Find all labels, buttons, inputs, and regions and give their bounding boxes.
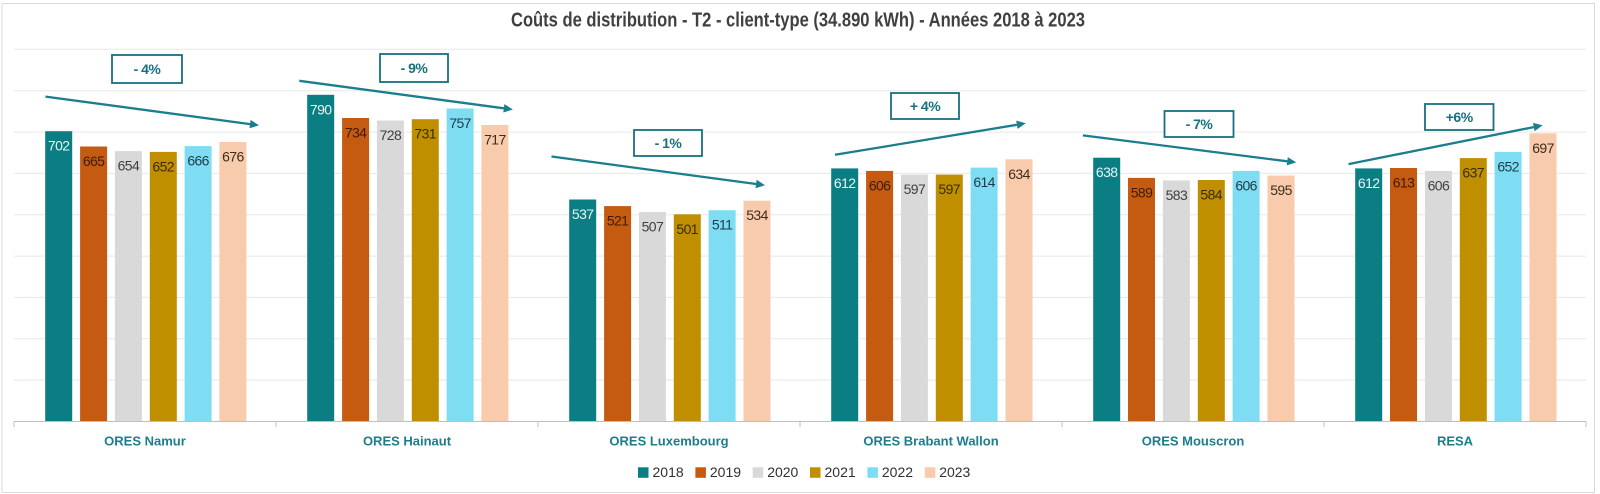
svg-text:654: 654	[118, 158, 140, 174]
svg-text:511: 511	[712, 217, 733, 233]
svg-text:637: 637	[1462, 165, 1484, 181]
svg-text:Coûts de distribution - T2 - c: Coûts de distribution - T2 - client-type…	[511, 9, 1085, 32]
svg-text:2019: 2019	[710, 464, 741, 480]
svg-text:RESA: RESA	[1437, 434, 1474, 449]
svg-text:606: 606	[869, 177, 891, 193]
svg-text:2023: 2023	[939, 464, 970, 480]
svg-text:606: 606	[1235, 177, 1257, 193]
svg-text:2022: 2022	[882, 464, 913, 480]
svg-text:612: 612	[834, 175, 856, 191]
svg-text:ORES Namur: ORES Namur	[104, 434, 186, 449]
svg-text:ORES Brabant Wallon: ORES Brabant Wallon	[863, 434, 998, 449]
svg-text:- 9%: - 9%	[401, 60, 429, 76]
svg-text:717: 717	[484, 132, 506, 148]
svg-text:638: 638	[1096, 164, 1118, 180]
svg-text:634: 634	[1008, 166, 1030, 182]
svg-text:612: 612	[1358, 175, 1380, 191]
svg-text:ORES Mouscron: ORES Mouscron	[1142, 434, 1245, 449]
svg-text:2020: 2020	[767, 464, 798, 480]
svg-text:665: 665	[83, 153, 105, 169]
svg-text:676: 676	[222, 149, 244, 165]
svg-text:614: 614	[973, 174, 995, 190]
svg-text:613: 613	[1393, 175, 1415, 191]
svg-text:606: 606	[1428, 177, 1450, 193]
svg-text:652: 652	[152, 158, 174, 174]
svg-text:731: 731	[414, 126, 436, 142]
svg-text:652: 652	[1497, 158, 1519, 174]
svg-text:537: 537	[572, 206, 594, 222]
svg-text:2021: 2021	[825, 464, 856, 480]
svg-text:697: 697	[1532, 140, 1554, 156]
svg-text:702: 702	[48, 138, 70, 154]
svg-text:+6%: +6%	[1446, 109, 1474, 125]
svg-text:728: 728	[380, 127, 402, 143]
svg-text:589: 589	[1131, 184, 1153, 200]
svg-text:790: 790	[310, 101, 332, 117]
svg-text:597: 597	[904, 181, 926, 197]
svg-text:595: 595	[1270, 182, 1292, 198]
svg-text:501: 501	[676, 221, 698, 237]
svg-text:584: 584	[1200, 187, 1222, 203]
svg-text:597: 597	[938, 181, 960, 197]
svg-text:+ 4%: + 4%	[910, 98, 941, 114]
svg-text:507: 507	[642, 218, 664, 234]
svg-text:- 1%: - 1%	[655, 135, 683, 151]
svg-text:734: 734	[345, 125, 367, 141]
svg-text:583: 583	[1166, 187, 1188, 203]
svg-text:ORES Hainaut: ORES Hainaut	[363, 434, 452, 449]
svg-text:666: 666	[187, 153, 209, 169]
svg-text:757: 757	[449, 115, 471, 131]
svg-text:521: 521	[607, 213, 629, 229]
svg-text:- 7%: - 7%	[1186, 116, 1214, 132]
svg-text:534: 534	[746, 207, 768, 223]
svg-text:- 4%: - 4%	[134, 61, 162, 77]
svg-text:ORES Luxembourg: ORES Luxembourg	[609, 434, 728, 449]
svg-text:2018: 2018	[653, 464, 684, 480]
